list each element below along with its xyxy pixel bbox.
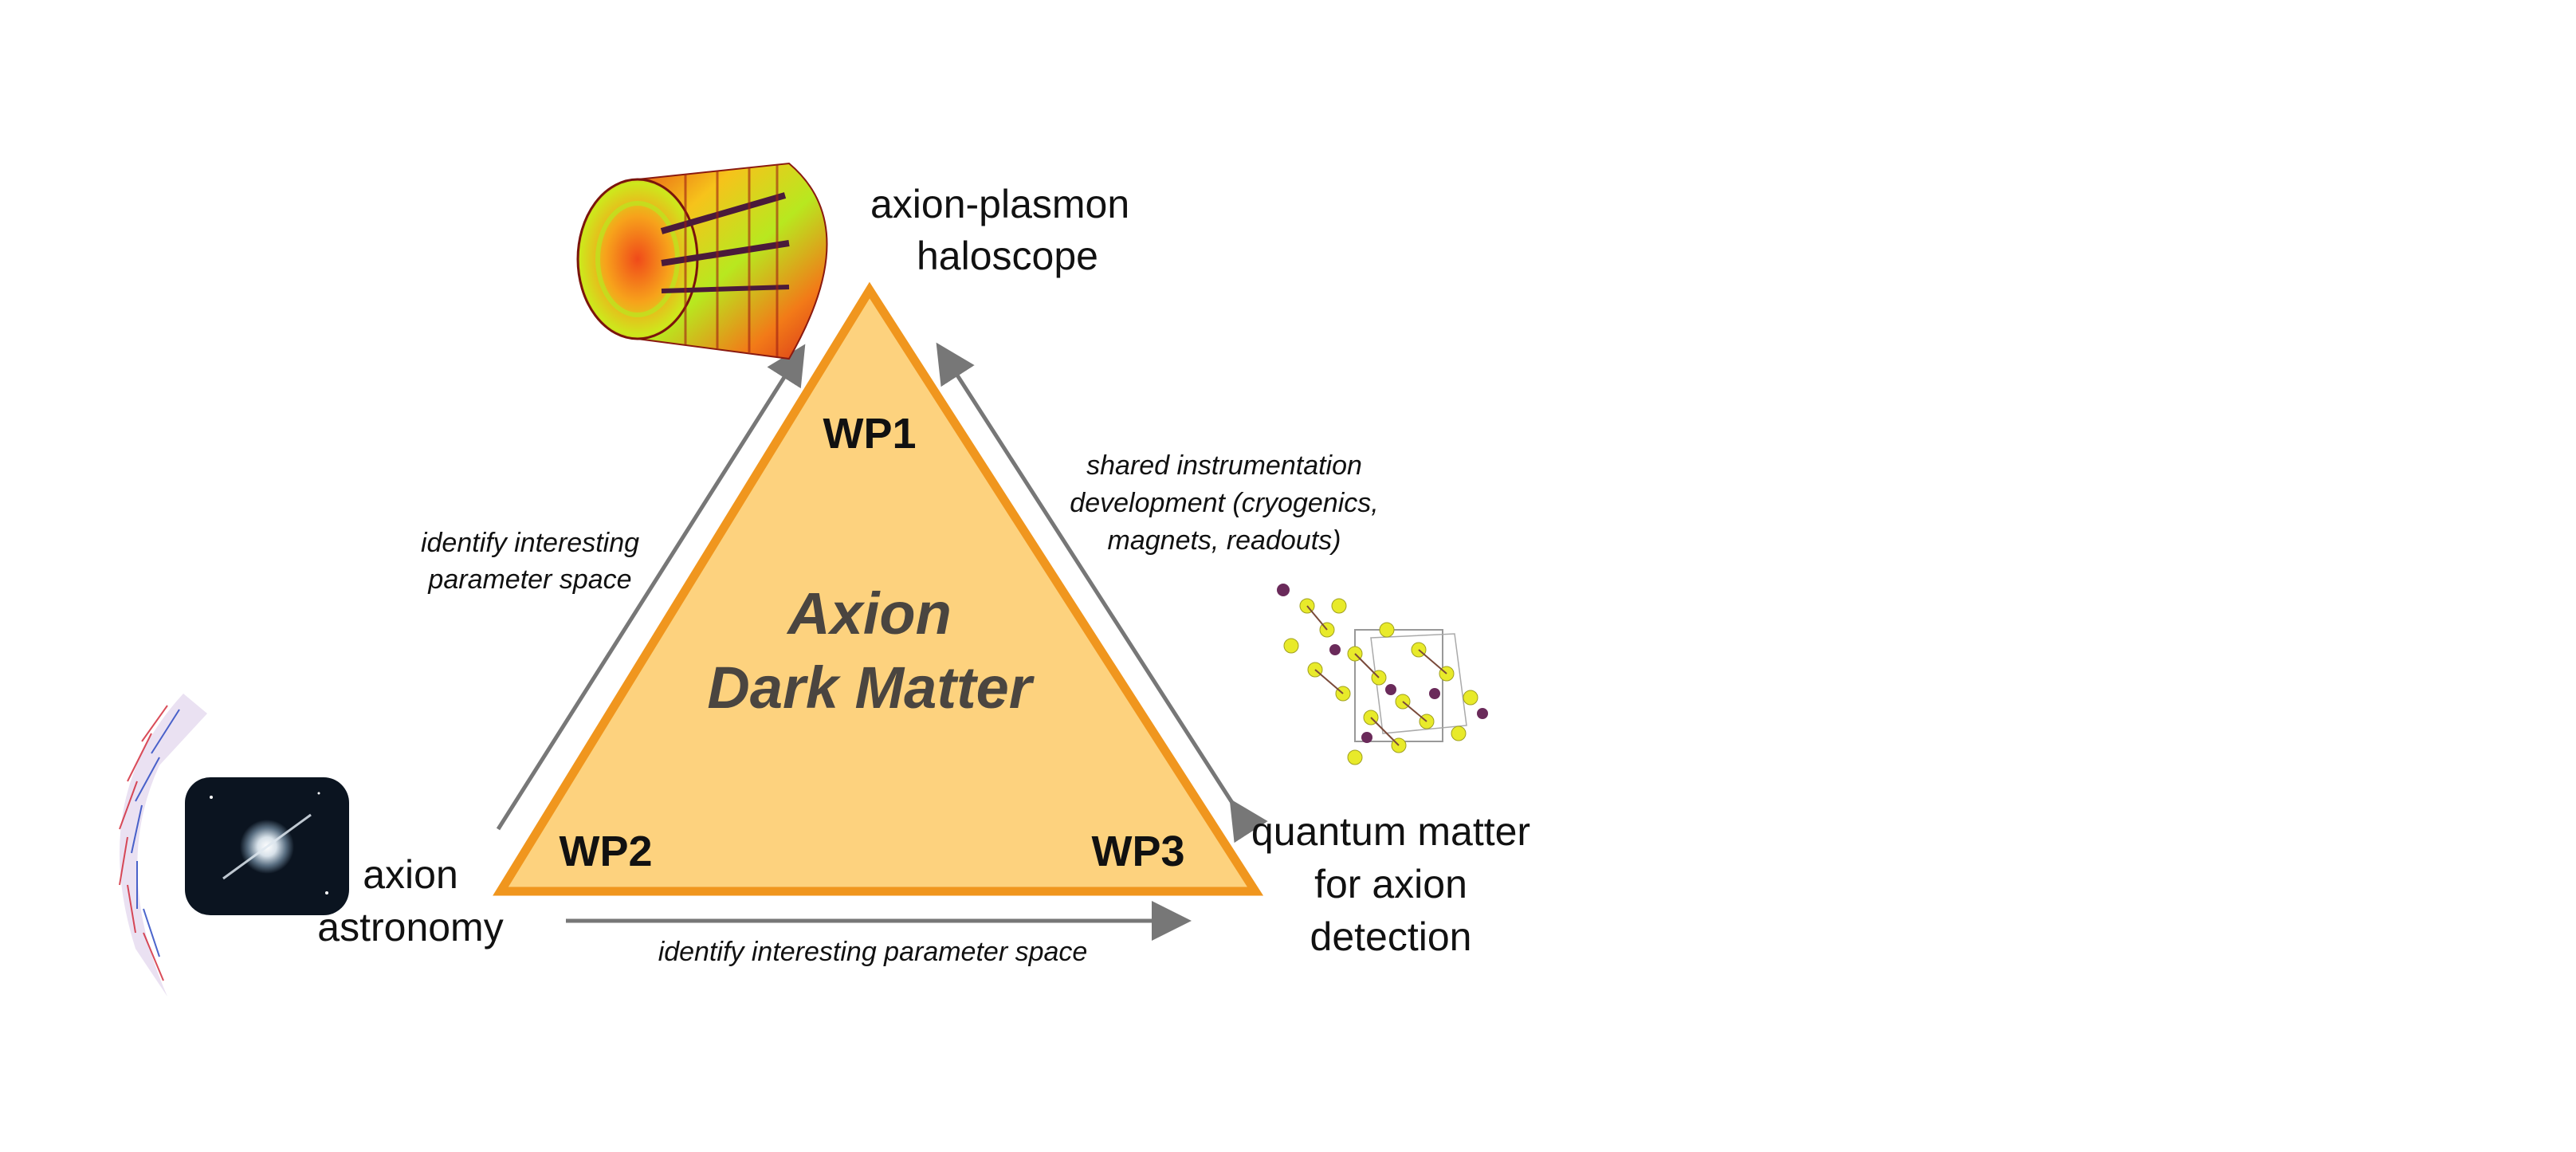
wp3-label-line-1: quantum matter (1251, 809, 1530, 854)
wp3-tag: WP3 (1091, 828, 1184, 875)
pulsar-wind-image (119, 694, 207, 997)
wp3-label-line-2: for axion (1314, 862, 1467, 906)
arrow-wp2-to-wp1 (496, 344, 806, 831)
edge-wp2-wp1-label-line-2: parameter space (427, 564, 631, 595)
edge-wp1-wp3-label-line-2: development (cryogenics, (1070, 488, 1378, 518)
wp3-label-line-3: detection (1310, 914, 1472, 959)
wp1-tag: WP1 (823, 410, 916, 458)
center-title-line-1: Axion (786, 580, 952, 647)
wp2-label-line-1: axion (363, 852, 458, 897)
edge-wp1-wp3-label-line-3: magnets, readouts) (1108, 525, 1341, 556)
haloscope-cylinder-image (576, 162, 828, 360)
wp2-label-line-2: astronomy (317, 905, 503, 950)
arrow-wp1-wp3 (936, 342, 1268, 843)
edge-wp2-wp3-label: identify interesting parameter space (658, 937, 1088, 967)
wp1-label-line-2: haloscope (917, 234, 1098, 278)
edge-wp2-wp1-label-line-1: identify interesting (421, 528, 639, 558)
wp2-tag: WP2 (559, 828, 652, 875)
edge-wp1-wp3-label-line-1: shared instrumentation (1086, 450, 1362, 481)
wp1-label-line-1: axion-plasmon (870, 182, 1129, 226)
center-title-line-2: Dark Matter (707, 655, 1035, 721)
neutron-star-image (185, 777, 349, 915)
crystal-structure-image (1277, 584, 1488, 765)
